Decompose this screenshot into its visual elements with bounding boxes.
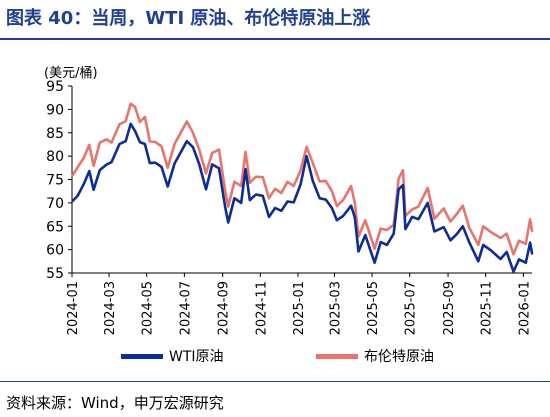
x-tick-label: 2025-01 (292, 281, 307, 335)
y-tick-label: 75 (46, 173, 64, 189)
y-tick-label: 55 (46, 266, 64, 282)
x-tick-label: 2025-05 (366, 281, 381, 335)
x-tick-label: 2024-05 (141, 281, 156, 335)
y-tick-label: 90 (46, 102, 64, 118)
x-tick-label: 2026-01 (517, 281, 532, 335)
title-rule (0, 38, 550, 40)
x-tick-label: 2025-09 (442, 281, 457, 335)
legend-label-wti: WTI原油 (169, 349, 224, 365)
legend-swatch-brent (316, 353, 358, 359)
x-tick-label: 2024-03 (103, 281, 118, 335)
legend-label-brent: 布伦特原油 (364, 349, 434, 365)
chart-title: 图表 40：当周，WTI 原油、布伦特原油上涨 (6, 8, 371, 29)
y-tick-label: 95 (46, 79, 64, 95)
bottom-rule (0, 381, 550, 382)
y-tick-label: 85 (46, 126, 64, 142)
y-axis-unit-label: (美元/桶) (44, 66, 98, 81)
y-tick-label: 60 (46, 243, 64, 259)
legend-swatch-wti (121, 353, 163, 359)
series-line-brent (71, 102, 534, 256)
x-tick-label: 2024-01 (66, 281, 81, 335)
y-tick-label: 70 (46, 196, 64, 212)
legend: WTI原油 布伦特原油 (0, 346, 550, 368)
x-tick-label: 2024-11 (254, 281, 269, 335)
x-tick-label: 2025-11 (480, 281, 495, 335)
x-tick-label: 2024-07 (178, 281, 193, 335)
x-tick-label: 2024-09 (217, 281, 232, 335)
x-tick-label: 2025-03 (328, 281, 343, 335)
x-tick-label: 2025-07 (404, 281, 419, 335)
y-tick-label: 80 (46, 149, 64, 165)
legend-item-wti: WTI原油 (121, 346, 224, 366)
source-note: 资料来源：Wind，申万宏源研究 (6, 394, 224, 412)
y-tick-label: 65 (46, 219, 64, 235)
series-line-wti (71, 122, 534, 273)
legend-item-brent: 布伦特原油 (316, 346, 434, 366)
